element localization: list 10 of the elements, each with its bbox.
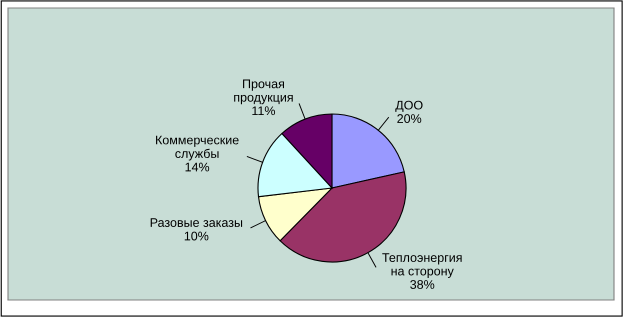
data-label: 38%: [410, 280, 434, 289]
slice-label: Разовые заказы: [150, 218, 242, 227]
slice-label: Теплоэнергия на сторону: [382, 253, 462, 278]
data-label: 10%: [184, 232, 208, 240]
data-label: 14%: [186, 162, 210, 172]
slice-label: Прочая продукция: [234, 80, 293, 104]
data-label: 11%: [252, 106, 276, 116]
data-label: 20%: [397, 114, 422, 124]
slice-label: ДОО: [395, 100, 423, 112]
slice-label: Коммерческие службы: [156, 136, 239, 160]
